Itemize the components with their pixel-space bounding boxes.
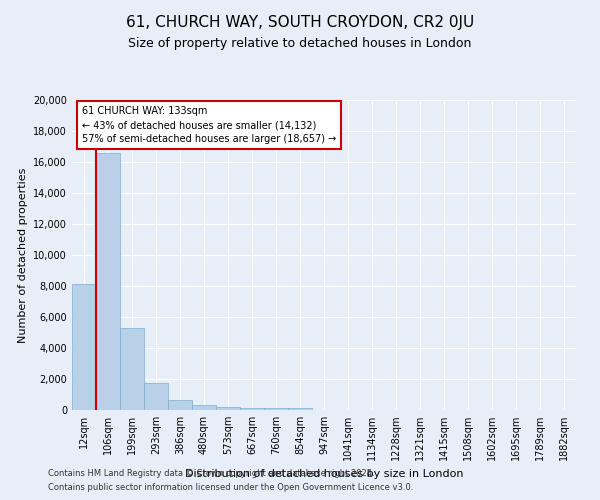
Bar xyxy=(288,408,312,410)
Text: Contains HM Land Registry data © Crown copyright and database right 2024.: Contains HM Land Registry data © Crown c… xyxy=(48,468,374,477)
Text: 61, CHURCH WAY, SOUTH CROYDON, CR2 0JU: 61, CHURCH WAY, SOUTH CROYDON, CR2 0JU xyxy=(126,15,474,30)
Bar xyxy=(216,407,240,410)
Text: Size of property relative to detached houses in London: Size of property relative to detached ho… xyxy=(128,38,472,51)
Text: 61 CHURCH WAY: 133sqm
← 43% of detached houses are smaller (14,132)
57% of semi-: 61 CHURCH WAY: 133sqm ← 43% of detached … xyxy=(82,106,337,144)
Bar xyxy=(168,400,192,410)
X-axis label: Distribution of detached houses by size in London: Distribution of detached houses by size … xyxy=(185,468,463,478)
Bar xyxy=(72,284,96,410)
Text: Contains public sector information licensed under the Open Government Licence v3: Contains public sector information licen… xyxy=(48,484,413,492)
Bar xyxy=(144,383,168,410)
Bar xyxy=(240,408,264,410)
Y-axis label: Number of detached properties: Number of detached properties xyxy=(18,168,28,342)
Bar xyxy=(96,152,120,410)
Bar xyxy=(264,408,288,410)
Bar xyxy=(192,405,216,410)
Bar xyxy=(120,328,144,410)
